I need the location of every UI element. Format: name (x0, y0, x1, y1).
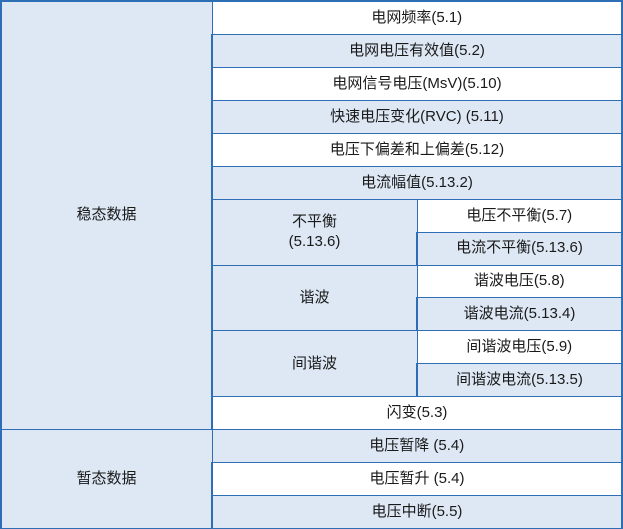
item-cell-current-unbalance: 电流不平衡(5.13.6) (416, 231, 623, 266)
category-cell-steady: 稳态数据 (0, 0, 213, 431)
item-cell-voltage-unbalance: 电压不平衡(5.7) (416, 198, 623, 233)
item-cell-voltage-interruption: 电压中断(5.5) (211, 494, 623, 529)
subgroup-cell-unbalance: 不平衡 (5.13.6) (211, 198, 418, 266)
table-row: 电流幅值(5.13.2) (1, 165, 623, 200)
subgroup-cell-interharmonic: 间谐波 (211, 330, 418, 398)
subgroup-cell-harmonic: 谐波 (211, 264, 418, 332)
table-row: 电网电压有效值(5.2) (1, 34, 623, 69)
item-cell-grid-frequency: 电网频率(5.1) (211, 0, 623, 36)
item-cell-interharmonic-current: 间谐波电流(5.13.5) (416, 363, 623, 398)
table-row: 电流不平衡(5.13.6) (1, 231, 623, 266)
table-row: 谐波电流(5.13.4) (1, 297, 623, 332)
table-row: 电压下偏差和上偏差(5.12) (1, 132, 623, 167)
item-cell-voltage-dip: 电压暂降 (5.4) (211, 429, 623, 463)
table-row: 电压中断(5.5) (1, 494, 623, 529)
subgroup-label-line2: (5.13.6) (288, 233, 341, 251)
item-cell-voltage-swell: 电压暂升 (5.4) (211, 461, 623, 496)
table-row: 不平衡 (5.13.6) 电压不平衡(5.7) (1, 198, 623, 266)
item-cell-rapid-voltage-change: 快速电压变化(RVC) (5.11) (211, 100, 623, 134)
item-cell-mains-signalling-voltage: 电网信号电压(MsV)(5.10) (211, 67, 623, 101)
category-cell-transient: 暂态数据 (0, 429, 213, 529)
table-row: 电网信号电压(MsV)(5.10) (1, 67, 623, 101)
table-row: 电压暂升 (5.4) (1, 461, 623, 496)
item-cell-flicker: 闪变(5.3) (211, 396, 623, 431)
table-row: 谐波 谐波电压(5.8) (1, 264, 623, 332)
item-cell-under-over-deviation: 电压下偏差和上偏差(5.12) (211, 132, 623, 167)
item-cell-interharmonic-voltage: 间谐波电压(5.9) (416, 330, 623, 365)
item-cell-current-magnitude: 电流幅值(5.13.2) (211, 165, 623, 200)
table-row: 稳态数据 电网频率(5.1) (0, 0, 623, 431)
table-row: 暂态数据 电压暂降 (5.4) (0, 429, 623, 529)
item-cell-harmonic-current: 谐波电流(5.13.4) (416, 297, 623, 332)
table-row: 间谐波 间谐波电压(5.9) (1, 330, 623, 398)
subgroup-label-line1: 不平衡 (291, 212, 337, 230)
item-cell-grid-voltage-rms: 电网电压有效值(5.2) (211, 34, 623, 69)
item-cell-harmonic-voltage: 谐波电压(5.8) (416, 264, 623, 299)
table-row: 快速电压变化(RVC) (5.11) (1, 100, 623, 134)
